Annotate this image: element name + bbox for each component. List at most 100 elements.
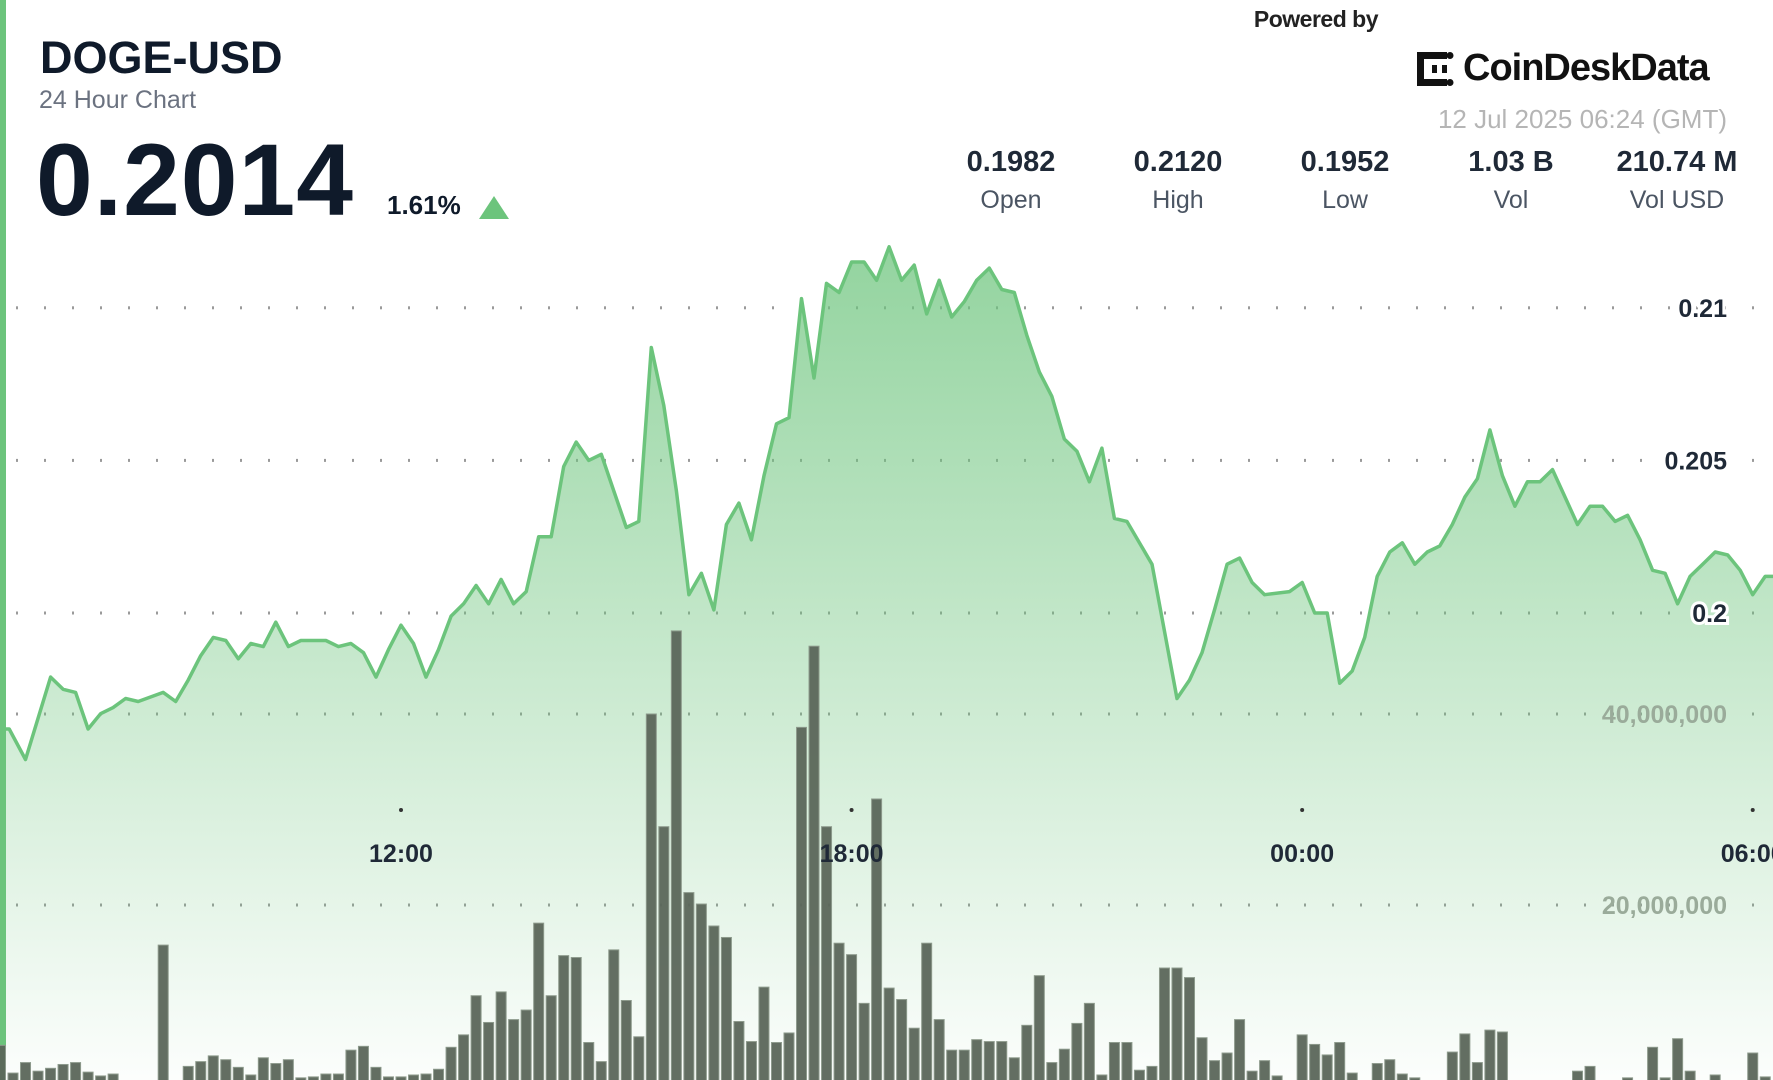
price-gridline [1136,306,1138,310]
price-gridline [72,458,74,462]
volume-tick-label: 40,000,000 [1602,701,1727,729]
price-gridline [240,611,242,615]
volume-bar [758,986,770,1080]
price-gridline [1108,458,1110,462]
price-gridline [128,306,130,310]
volume-bar [382,1076,394,1080]
price-gridline [1332,306,1334,310]
price-gridline [1192,458,1194,462]
volume-bar [458,1034,470,1080]
volume-bar [1747,1052,1759,1080]
price-gridline [632,306,634,310]
price-tick-label: 0.21 [1678,295,1727,323]
price-gridline [1332,611,1334,615]
price-gridline [1444,458,1446,462]
volume-gridline [16,712,18,716]
volume-bar [545,995,557,1080]
time-tick-mark [1750,808,1755,812]
price-gridline [1416,458,1418,462]
price-gridline [1528,458,1530,462]
price-gridline [184,611,186,615]
volume-bar [1409,1077,1421,1080]
price-gridline [100,306,102,310]
price-gridline [156,458,158,462]
price-gridline [1584,458,1586,462]
price-gridline [464,458,466,462]
volume-bar [1684,1070,1696,1080]
stat-label: Vol [1493,186,1529,214]
volume-bar [7,1072,19,1080]
volume-bar [1121,1042,1133,1080]
time-tick-label: 12:00 [369,840,433,868]
price-gridline [212,611,214,615]
price-gridline [100,458,102,462]
price-gridline [352,306,354,310]
coindesk-data-logo: CoinDeskData [1415,47,1710,90]
price-gridline [1472,458,1474,462]
price-gridline [1248,306,1250,310]
volume-bar [733,1021,745,1080]
price-gridline [156,306,158,310]
price-gridline [352,611,354,615]
price-gridline [1024,306,1026,310]
price-gridline [380,458,382,462]
volume-bar [1321,1054,1333,1080]
price-gridline [1388,306,1390,310]
price-gridline [1108,306,1110,310]
volume-bar [1496,1031,1508,1080]
volume-bar [1759,1076,1771,1080]
volume-bar [1158,967,1170,1080]
price-gridline [184,306,186,310]
stat-low: 0.1952 Low [1265,146,1425,215]
price-gridline [716,458,718,462]
volume-bar [670,630,682,1080]
price-gridline [268,458,270,462]
volume-bar [620,1000,632,1080]
volume-bar [1709,1074,1721,1080]
stat-value: 210.74 M [1616,146,1738,178]
time-tick-label: 06:00 [1721,840,1773,868]
volume-bar [1021,1024,1033,1080]
price-gridline [16,306,18,310]
price-gridline [1360,611,1362,615]
timestamp: 12 Jul 2025 06:24 (GMT) [1437,104,1727,134]
price-gridline [268,306,270,310]
price-gridline [296,306,298,310]
price-gridline [1724,458,1726,462]
price-gridline [1696,458,1698,462]
price-gridline [1276,458,1278,462]
price-gridline [408,458,410,462]
time-tick-mark [849,808,854,812]
volume-bar [608,949,620,1080]
price-gridline [1668,458,1670,462]
volume-bar [783,1032,795,1080]
price-area-fill [0,246,1773,1080]
price-gridline [1556,306,1558,310]
volume-bar [871,798,883,1080]
accent-border [0,0,6,1080]
volume-bar [1146,1065,1158,1080]
price-gridline [72,306,74,310]
volume-bar [745,1041,757,1080]
price-gridline [716,306,718,310]
volume-bar [1659,1077,1671,1080]
price-gridline [212,306,214,310]
stat-label: Open [980,186,1042,214]
stat-vol-usd: 210.74 M Vol USD [1597,146,1757,215]
price-gridline [1416,306,1418,310]
price-gridline [1276,306,1278,310]
volume-bar [683,892,695,1080]
price-gridline [128,611,130,615]
volume-bar [558,955,570,1080]
price-gridline [1220,306,1222,310]
price-gridline [688,458,690,462]
volume-bar [908,1027,920,1080]
price-gridline [156,611,158,615]
volume-bar [320,1073,332,1080]
volume-bar [95,1075,107,1080]
volume-bar [345,1049,357,1080]
volume-bar [595,1061,607,1080]
volume-bar [270,1063,282,1080]
price-gridline [44,306,46,310]
volume-bar [1196,1037,1208,1080]
